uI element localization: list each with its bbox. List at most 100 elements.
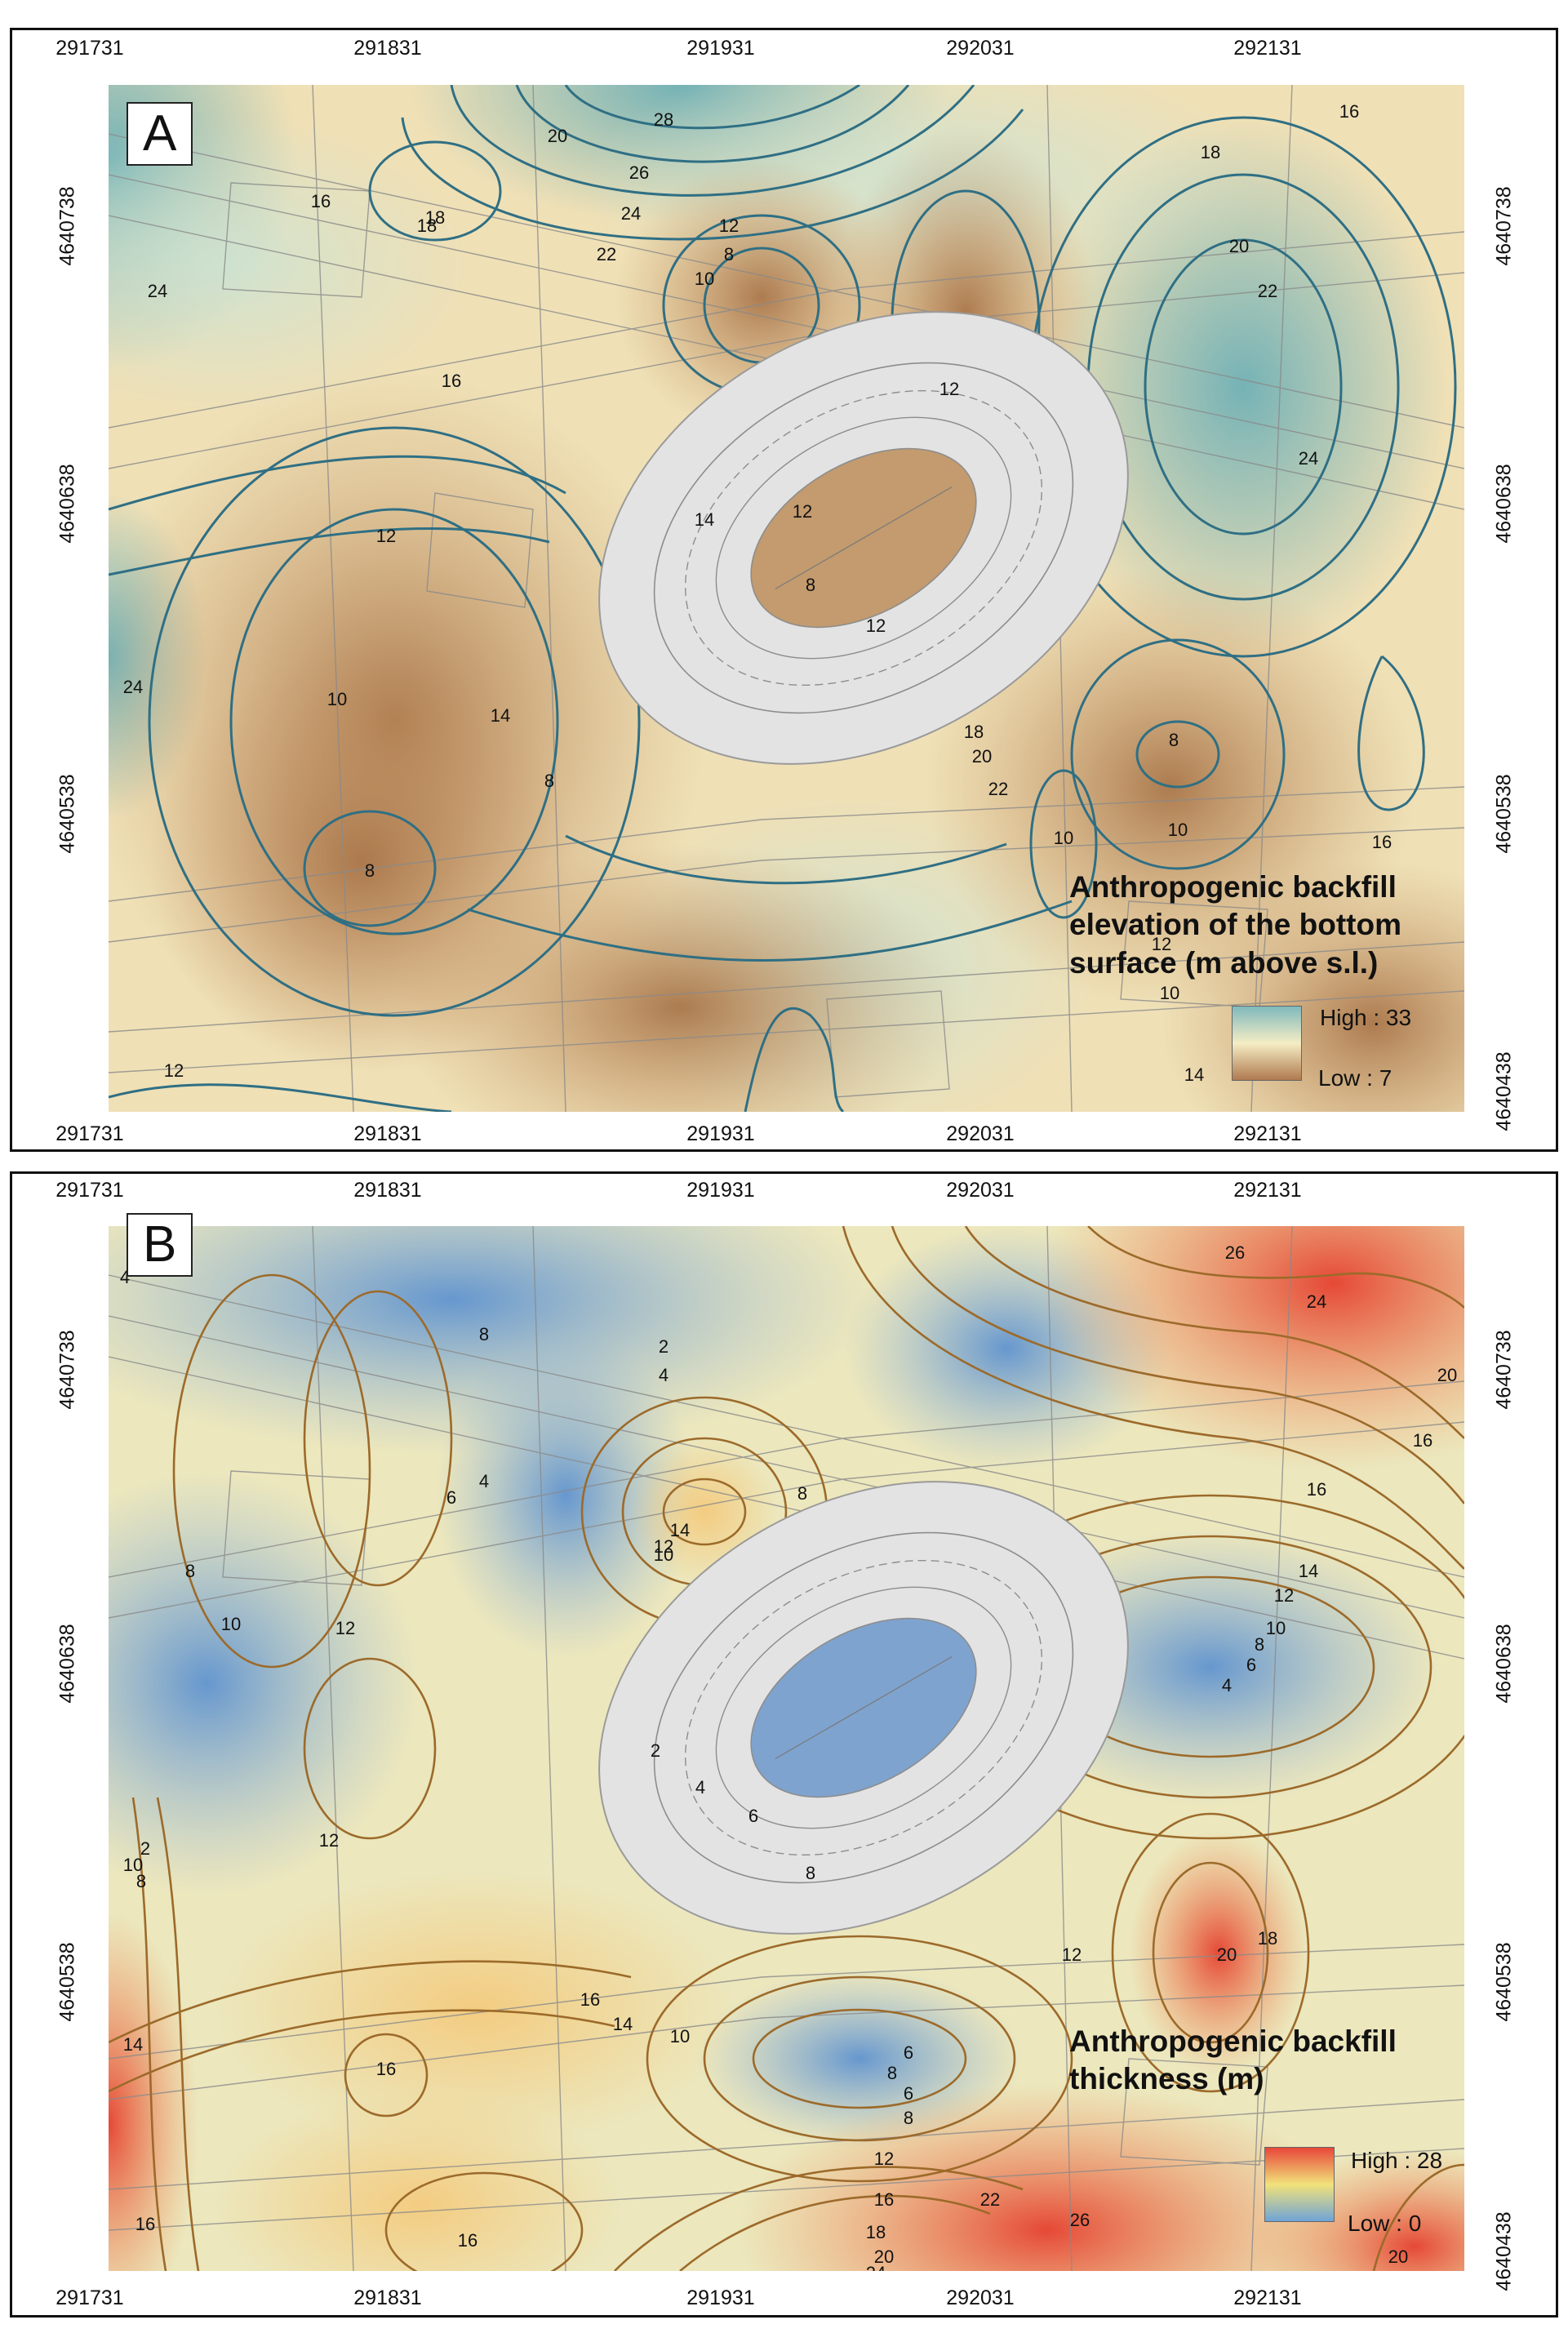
x-tick-top: 292131 bbox=[1233, 37, 1302, 60]
contour-label: 8 bbox=[479, 1324, 489, 1344]
contour-label: 24 bbox=[1299, 448, 1318, 469]
x-tick-bottom: 292131 bbox=[1233, 2286, 1302, 2309]
x-tick-top: 292031 bbox=[946, 1179, 1015, 1202]
x-tick-top: 291731 bbox=[56, 1179, 124, 1202]
legend-color-ramp-a bbox=[1232, 1006, 1302, 1081]
legend-title-line: thickness (m) bbox=[1069, 2062, 1264, 2096]
contour-label: 26 bbox=[1070, 2210, 1090, 2230]
contour-label: 6 bbox=[1246, 1655, 1256, 1675]
contour-label: 14 bbox=[670, 1520, 690, 1540]
contour-label: 20 bbox=[548, 126, 567, 146]
thickness-map-b bbox=[109, 1226, 1464, 2271]
contour-label: 10 bbox=[1266, 1618, 1286, 1638]
contour-label: 2 bbox=[140, 1838, 150, 1859]
contour-label: 12 bbox=[376, 526, 396, 546]
y-tick-right: 4640538 bbox=[1492, 774, 1516, 854]
contour-label: 16 bbox=[1372, 832, 1392, 852]
contour-label: 20 bbox=[1217, 1944, 1237, 1965]
contour-label: 16 bbox=[1339, 101, 1359, 122]
contour-label: 26 bbox=[1225, 1242, 1245, 1263]
contour-label: 12 bbox=[793, 501, 812, 522]
contour-label: 20 bbox=[874, 2246, 894, 2267]
contour-label: 16 bbox=[874, 2189, 894, 2210]
x-tick-bottom: 291931 bbox=[686, 2286, 755, 2309]
x-tick-bottom: 291831 bbox=[353, 2286, 422, 2309]
contour-label: 16 bbox=[580, 1989, 600, 2010]
contour-label: 10 bbox=[123, 1855, 143, 1875]
x-tick-top: 291731 bbox=[56, 37, 124, 60]
contour-label: 4 bbox=[479, 1471, 489, 1491]
contour-label: 12 bbox=[1152, 934, 1171, 954]
contour-label: 12 bbox=[654, 1536, 673, 1557]
contour-label: 16 bbox=[442, 371, 461, 391]
y-tick-right: 4640638 bbox=[1492, 1624, 1516, 1704]
contour-label: 10 bbox=[1168, 820, 1188, 840]
legend-title-line: Anthropogenic backfill bbox=[1069, 870, 1397, 904]
legend-title-line: Anthropogenic backfill bbox=[1069, 2024, 1397, 2058]
contour-label: 6 bbox=[748, 1806, 758, 1826]
contour-label: 10 bbox=[1054, 828, 1073, 848]
contour-label: 8 bbox=[365, 860, 375, 881]
contour-label: 24 bbox=[123, 677, 143, 697]
x-tick-top: 291931 bbox=[686, 37, 755, 60]
legend-low-b: Low : 0 bbox=[1348, 2211, 1422, 2236]
contour-label: 4 bbox=[695, 1777, 705, 1798]
x-tick-top: 292031 bbox=[946, 37, 1015, 60]
contour-label: 18 bbox=[964, 722, 984, 742]
x-tick-bottom: 291931 bbox=[686, 1122, 755, 1145]
contour-label: 22 bbox=[1258, 281, 1277, 301]
legend-color-ramp-b bbox=[1264, 2147, 1335, 2222]
y-tick-right: 4640738 bbox=[1492, 1330, 1516, 1410]
contour-label: 8 bbox=[887, 2063, 897, 2083]
contour-label: 2 bbox=[651, 1740, 660, 1761]
y-tick-left: 4640638 bbox=[56, 1624, 79, 1704]
contour-label: 26 bbox=[629, 162, 649, 183]
contour-label: 22 bbox=[597, 244, 616, 264]
y-tick-left: 4640638 bbox=[56, 464, 79, 544]
amphitheatre-footprint bbox=[598, 1481, 1129, 1935]
contour-label: 8 bbox=[904, 2108, 913, 2128]
contour-label: 12 bbox=[335, 1618, 355, 1638]
contour-label: 20 bbox=[1437, 1365, 1457, 1385]
contour-label: 4 bbox=[1222, 1675, 1232, 1695]
contour-label: 4 bbox=[659, 1365, 669, 1385]
contour-label: 8 bbox=[1255, 1634, 1264, 1655]
contour-label: 12 bbox=[866, 615, 886, 636]
y-tick-left: 4640538 bbox=[56, 1942, 79, 2022]
contour-label: 16 bbox=[1307, 1479, 1326, 1500]
legend-high-b: High : 28 bbox=[1351, 2148, 1443, 2173]
legend-high-a: High : 33 bbox=[1320, 1005, 1412, 1030]
legend-title-line: surface (m above s.l.) bbox=[1069, 945, 1379, 980]
contour-label: 28 bbox=[654, 109, 673, 130]
contour-label: 24 bbox=[866, 2263, 886, 2271]
contour-label: 6 bbox=[446, 1487, 456, 1508]
legend-low-a: Low : 7 bbox=[1318, 1065, 1393, 1091]
contour-label: 8 bbox=[806, 1863, 815, 1883]
y-tick-right: 4640438 bbox=[1492, 2211, 1516, 2291]
y-tick-right: 4640438 bbox=[1492, 1051, 1516, 1131]
y-tick-left: 4640738 bbox=[56, 186, 79, 266]
legend-title-b: Anthropogenic backfill thickness (m) bbox=[1069, 2023, 1397, 2099]
contour-label: 20 bbox=[1388, 2246, 1408, 2267]
contour-label: 16 bbox=[311, 191, 331, 211]
x-tick-top: 291831 bbox=[353, 37, 422, 60]
contour-label: 12 bbox=[719, 216, 739, 236]
x-tick-top: 292131 bbox=[1233, 1179, 1302, 1202]
contour-label: 8 bbox=[797, 1483, 807, 1504]
x-tick-bottom: 291831 bbox=[353, 1122, 422, 1145]
contour-label: 10 bbox=[654, 1544, 673, 1565]
contour-label: 20 bbox=[972, 746, 992, 767]
contour-label: 10 bbox=[1160, 983, 1179, 1003]
contour-label: 6 bbox=[904, 2042, 913, 2063]
contour-label: 16 bbox=[1413, 1430, 1433, 1451]
contour-label: 16 bbox=[135, 2214, 155, 2234]
y-tick-left: 4640738 bbox=[56, 1330, 79, 1410]
contour-label: 22 bbox=[980, 2189, 1000, 2210]
contour-label: 14 bbox=[613, 2014, 633, 2034]
contour-label: 12 bbox=[874, 2149, 894, 2169]
contour-label: 10 bbox=[695, 269, 714, 289]
contour-label: 10 bbox=[221, 1614, 241, 1634]
contour-label: 18 bbox=[866, 2222, 886, 2242]
